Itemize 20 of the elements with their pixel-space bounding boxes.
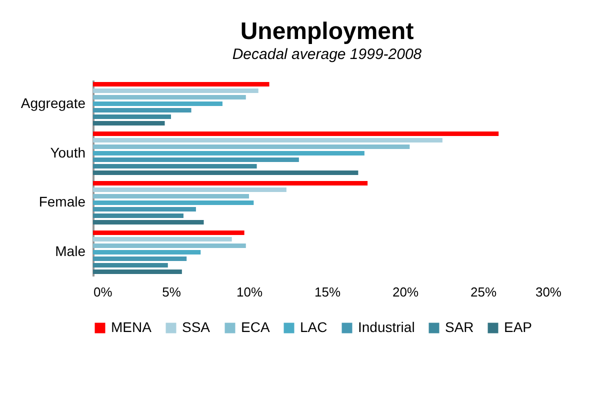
- x-tick-label: 10%: [236, 284, 263, 300]
- x-tick-label: 20%: [392, 284, 419, 300]
- legend-label: SAR: [445, 319, 474, 335]
- chart-title: Unemployment: [240, 18, 414, 45]
- legend-label: Industrial: [358, 319, 415, 335]
- legend-label: EAP: [504, 319, 532, 335]
- legend-label: LAC: [300, 319, 328, 335]
- y-tick-label: Aggregate: [20, 94, 86, 111]
- y-tick-label: Male: [55, 243, 86, 260]
- x-tick-label: 15%: [314, 284, 341, 300]
- y-tick-label: Youth: [50, 144, 86, 160]
- legend-label: SSA: [182, 319, 211, 335]
- x-tick-label: 5%: [162, 284, 182, 300]
- chart-subtitle: Decadal average 1999-2008: [232, 46, 422, 63]
- x-tick-label: 25%: [470, 284, 497, 300]
- y-tick-label: Female: [38, 194, 86, 210]
- legend-label: ECA: [241, 319, 270, 335]
- legend-label: MENA: [111, 319, 152, 335]
- x-tick-label: 30%: [535, 284, 562, 300]
- x-tick-label: 0%: [94, 284, 113, 300]
